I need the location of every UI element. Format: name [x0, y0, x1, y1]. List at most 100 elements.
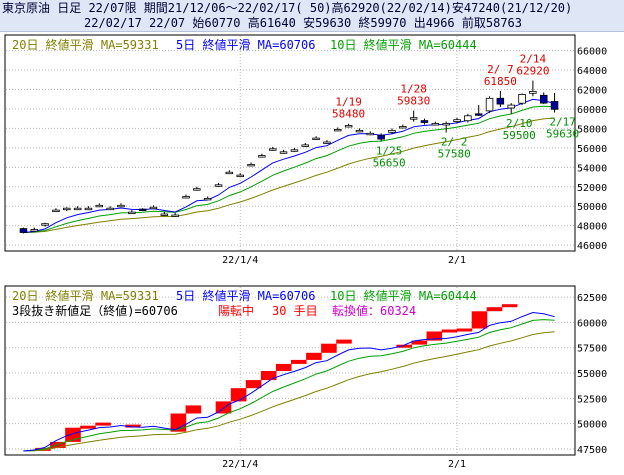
line-break-moving-averages [23, 311, 555, 452]
candle-body [399, 126, 407, 129]
line-break-brick [501, 304, 518, 308]
candle-body [214, 184, 223, 187]
line-break-brick [215, 401, 232, 414]
candle-body [73, 207, 82, 211]
line-break-brick [411, 340, 427, 345]
status-title: 3段抜き新値足（終値)=60706 [12, 303, 178, 318]
line-break-brick [125, 424, 141, 428]
high-date-label: 1/28 [400, 83, 427, 96]
x-tick-label: 2/1 [448, 459, 466, 470]
line-break-brick [396, 344, 412, 348]
candle-body [225, 171, 234, 175]
candle-body [312, 137, 320, 141]
candle-body [442, 123, 450, 126]
x-tick-label: 22/1/4 [222, 255, 258, 266]
line-break-brick [140, 425, 156, 432]
candlestick-legend: 20日 終値平滑 MA=59331 5日 終値平滑 MA=60706 10日 終値平… [12, 37, 477, 52]
y-tick-label: 52500 [577, 394, 607, 405]
high-date-label: 2/14 [520, 53, 547, 66]
candle-body [496, 97, 505, 105]
low-value-label: 56650 [373, 157, 406, 170]
y-tick-label: 60000 [577, 105, 607, 116]
candle-body [377, 134, 385, 140]
candle-body [63, 207, 71, 211]
low-value-label: 57580 [438, 147, 471, 160]
high-value-label: 59830 [397, 95, 430, 108]
status-count: 30 手目 [272, 304, 318, 318]
line-break-brick [471, 311, 488, 329]
candle-body [106, 207, 114, 211]
candle-body [323, 141, 331, 144]
line-break-brick [230, 388, 247, 402]
candle-body [117, 204, 125, 208]
y-tick-label: 57500 [577, 344, 607, 355]
candlestick-series [19, 80, 559, 234]
candle-body [507, 104, 515, 109]
candle-body [19, 228, 28, 233]
candle-body [344, 125, 353, 128]
y-tick-label: 55000 [577, 369, 607, 380]
candle-body [258, 155, 266, 158]
candle-body [290, 149, 299, 152]
line-break-brick [155, 431, 172, 435]
candle-body [474, 113, 483, 116]
y-tick-label: 56000 [577, 144, 607, 155]
legend-entry: 10日 終値平滑 MA=60444 [330, 37, 477, 52]
candlestick-y-ticks: 46000 48000 50000 52000 54000 56000 58000 60000… [577, 47, 607, 253]
line-break-brick [80, 425, 96, 429]
line-break-brick [441, 329, 458, 333]
candle-body [160, 213, 169, 216]
line-break-brick [110, 425, 126, 430]
low-date-label: 2/ 2 [441, 135, 468, 148]
candle-body [171, 214, 179, 217]
candle-body [52, 209, 60, 213]
line-break-brick [245, 380, 262, 389]
candle-body [388, 129, 396, 133]
header-quote-line: 22/02/17 22/07 始60770 高61640 安59630 終599… [84, 16, 523, 30]
candle-body [333, 128, 342, 132]
x-tick-label: 22/1/4 [222, 459, 258, 470]
candlestick-panel [4, 34, 576, 252]
line-break-brick [366, 344, 382, 348]
candle-body [529, 91, 537, 94]
candle-body [30, 229, 38, 232]
y-tick-label: 66000 [577, 47, 607, 58]
candle-body [95, 204, 104, 208]
candle-body [236, 174, 244, 178]
candle-body [247, 163, 255, 167]
candle-body [540, 94, 548, 104]
candle-body [128, 211, 136, 215]
candle-body [409, 117, 418, 120]
high-value-label: 58480 [332, 108, 365, 121]
candle-body [203, 197, 212, 201]
line-break-brick [50, 441, 66, 448]
line-break-brick [306, 352, 322, 360]
candle-body [279, 151, 288, 154]
candle-body [84, 207, 93, 211]
candle-body [301, 144, 309, 147]
line-break-brick [275, 363, 292, 371]
candle-body [518, 94, 526, 104]
y-tick-label: 58000 [577, 124, 607, 135]
x-tick-label: 2/1 [448, 255, 466, 266]
candlestick-x-ticks: 22/1/4 2/1 [222, 255, 466, 266]
ma10-line [23, 105, 555, 233]
high-value-label: 62920 [516, 65, 549, 78]
legend-entry: 5日 終値平滑 MA=60706 [176, 37, 315, 52]
line-break-brick [200, 413, 217, 417]
y-tick-label: 64000 [577, 66, 607, 77]
line-break-y-ticks: 47500 50000 52500 55000 57500 60000 62500 [577, 293, 607, 456]
candle-body [355, 129, 364, 133]
y-tick-label: 47500 [577, 445, 607, 456]
candle-body [182, 196, 190, 199]
line-break-brick [456, 328, 473, 332]
candle-body [41, 223, 49, 226]
ma5-line [23, 311, 555, 452]
line-break-brick [486, 307, 503, 312]
status-state: 陽転中 [218, 303, 254, 318]
candle-body [453, 119, 461, 122]
candle-body [193, 188, 201, 191]
y-tick-label: 48000 [577, 222, 607, 233]
candle-body [149, 206, 158, 210]
